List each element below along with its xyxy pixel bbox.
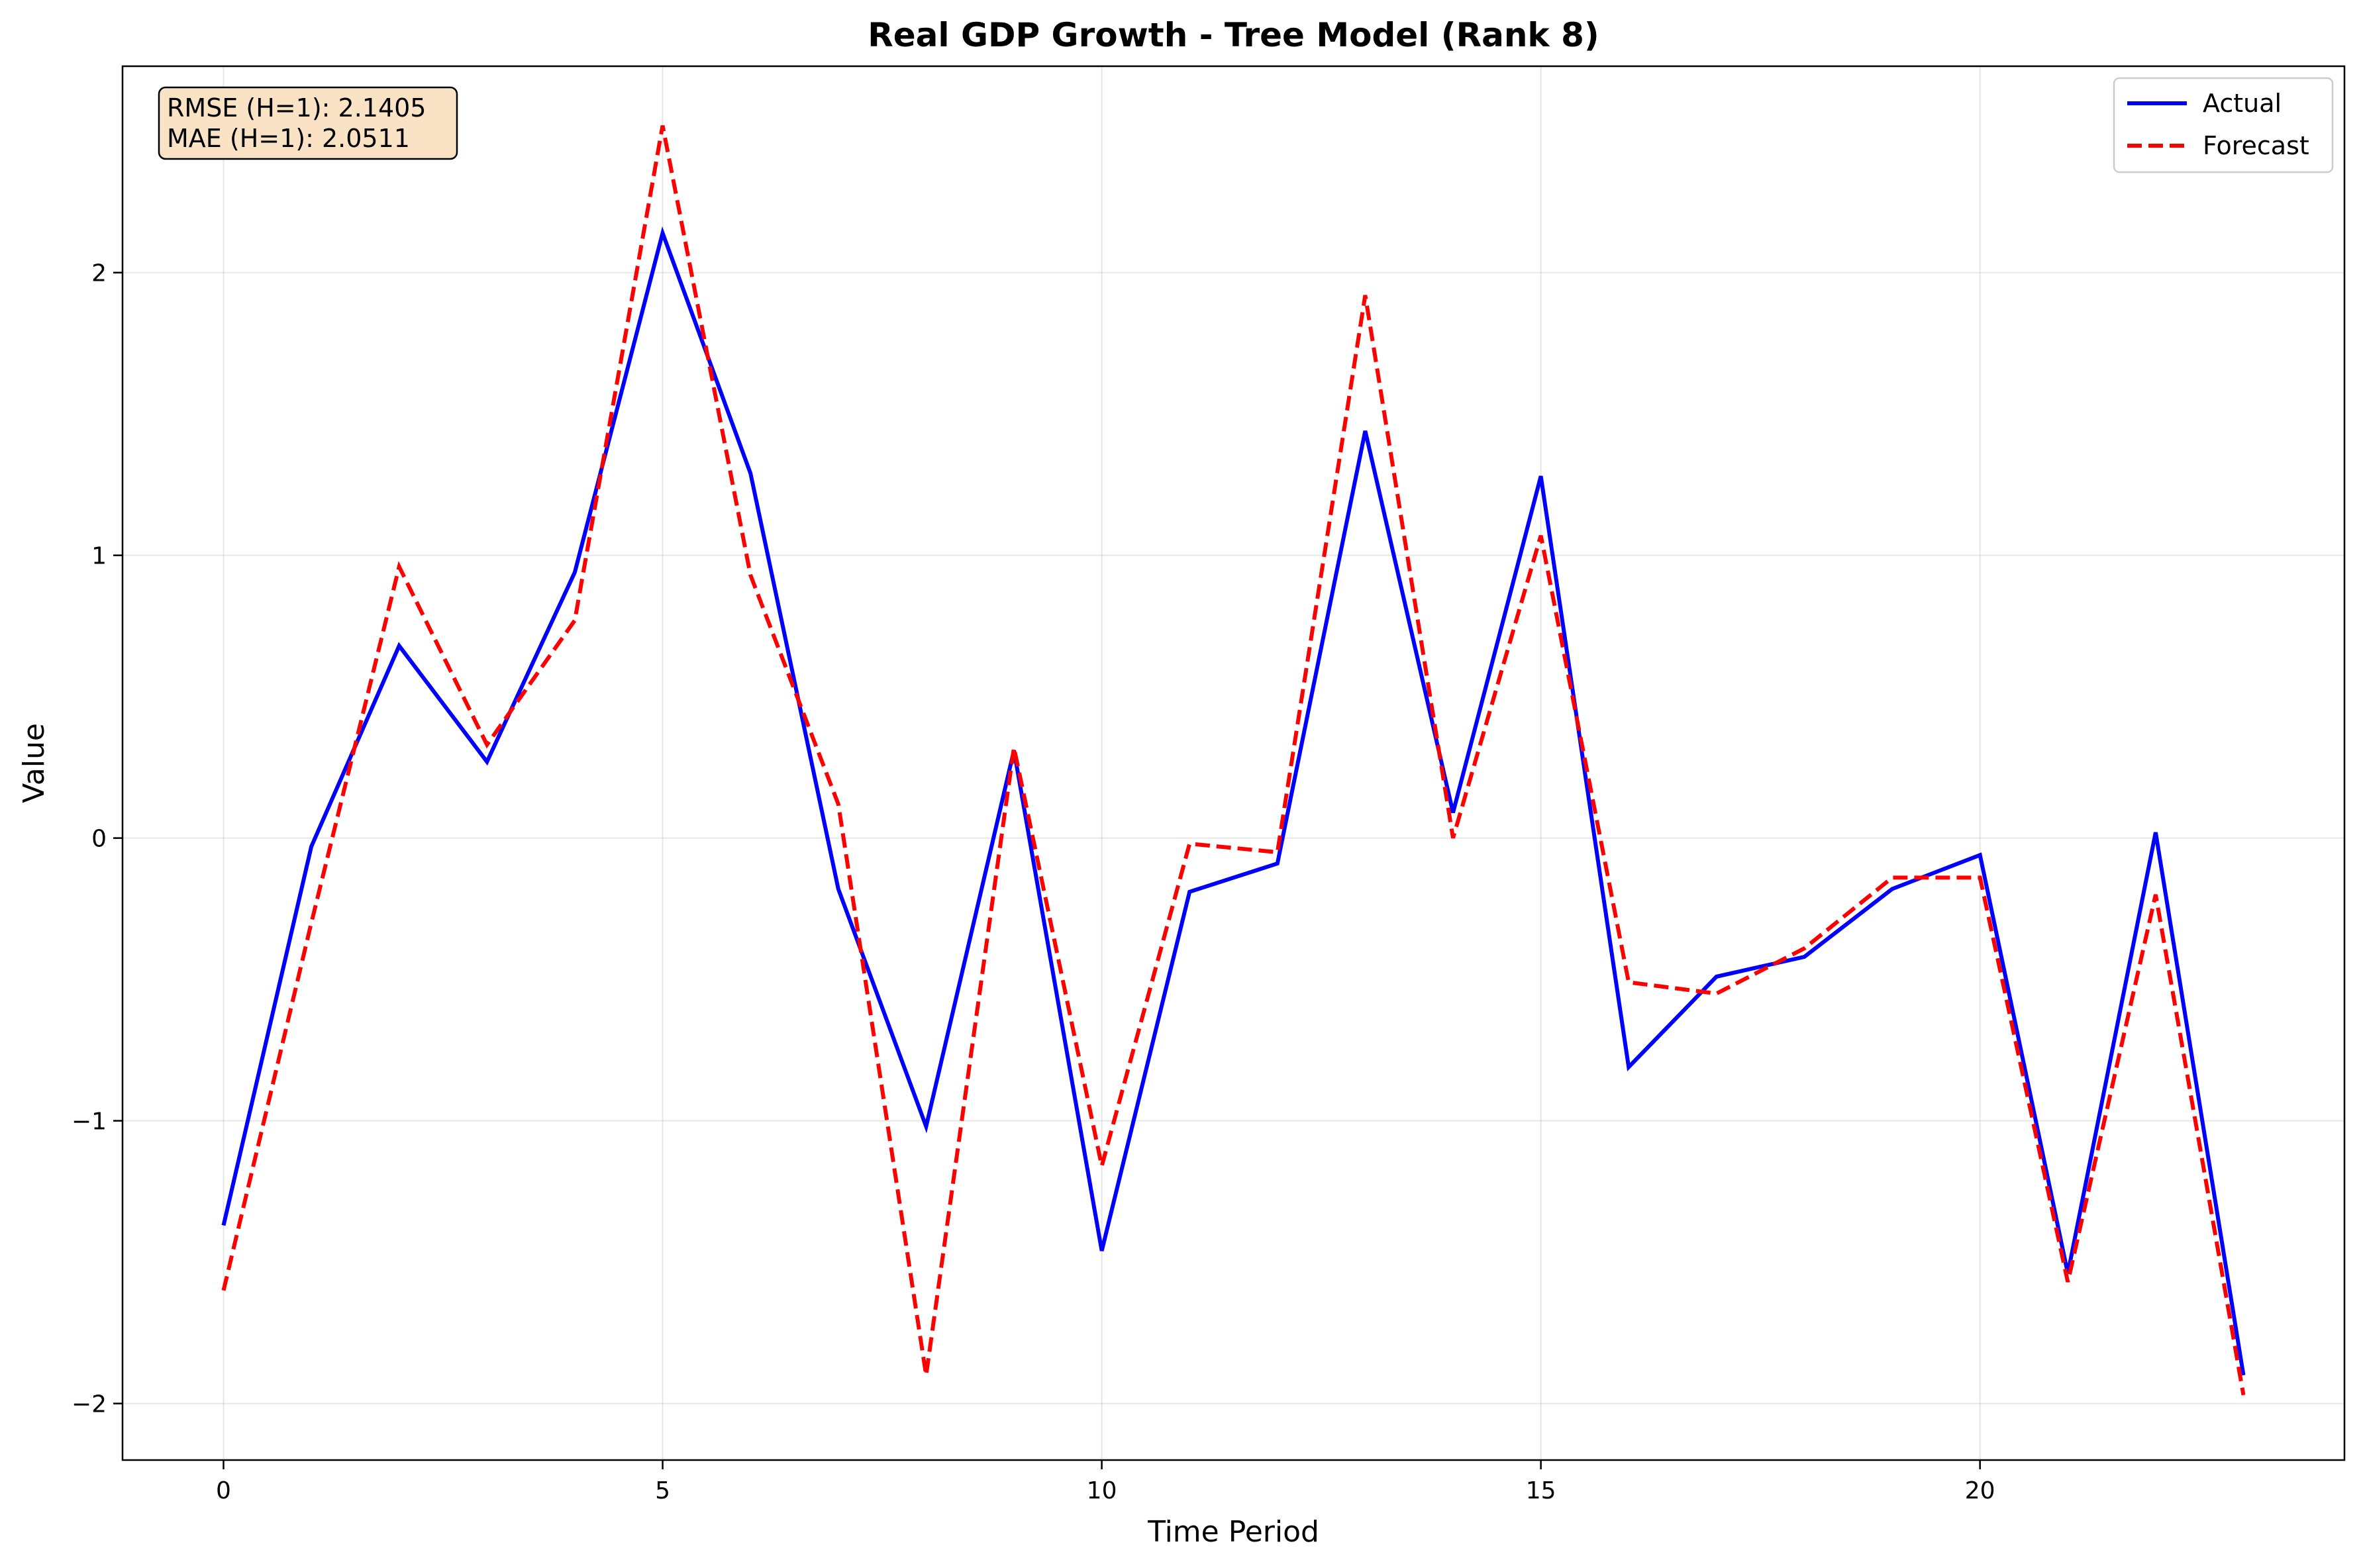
y-tick-label: −2 — [72, 1391, 107, 1418]
x-tick-label: 15 — [1526, 1477, 1556, 1504]
legend-label-actual: Actual — [2203, 89, 2282, 118]
series-line-actual — [221, 226, 2246, 1376]
y-axis-ticks: −2 −1 0 1 2 — [72, 260, 123, 1418]
x-tick-label: 20 — [1965, 1477, 1995, 1504]
y-tick-label: 0 — [91, 826, 107, 853]
legend-label-forecast: Forecast — [2203, 131, 2309, 160]
y-tick-label: −1 — [72, 1108, 107, 1136]
metrics-annotation-box — [158, 86, 458, 160]
plot-frame — [121, 65, 2346, 1461]
x-tick-label: 10 — [1087, 1477, 1117, 1504]
rmse-label: RMSE (H=1): 2.1405 — [167, 93, 427, 122]
x-axis-ticks: 0 5 10 15 20 — [216, 1460, 1995, 1504]
y-tick-label: 2 — [91, 260, 107, 287]
y-tick-label: 1 — [91, 543, 107, 570]
chart-title: Real GDP Growth - Tree Model (Rank 8) — [868, 16, 1599, 54]
x-tick-label: 0 — [216, 1477, 231, 1504]
x-axis-label: Time Period — [1147, 1515, 1319, 1549]
mae-label: MAE (H=1): 2.0511 — [167, 124, 410, 153]
series-layer — [221, 125, 2246, 1396]
x-tick-label: 5 — [655, 1477, 670, 1504]
y-axis-label: Value — [17, 723, 51, 803]
series-line-forecast — [221, 125, 2246, 1396]
legend: Actual Forecast — [2113, 77, 2334, 173]
grid-lines — [123, 66, 2344, 1460]
metrics-annotation: RMSE (H=1): 2.1405 MAE (H=1): 2.0511 — [158, 86, 458, 160]
